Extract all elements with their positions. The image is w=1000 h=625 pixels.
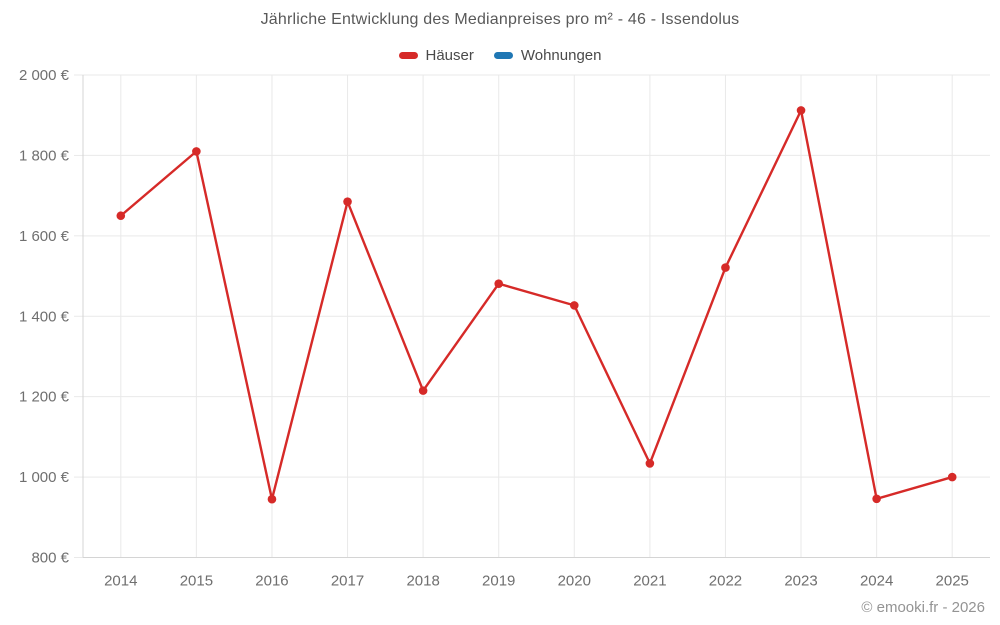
legend-label-haeuser: Häuser bbox=[425, 47, 474, 64]
copyright-text: © emooki.fr - 2026 bbox=[861, 599, 985, 616]
x-axis-label-2017: 2017 bbox=[331, 573, 364, 590]
data-point-2023[interactable] bbox=[796, 106, 806, 115]
wohnungen-series-swatch-icon bbox=[493, 52, 513, 59]
series-line-Häuser bbox=[119, 109, 954, 501]
legend-label-wohnungen: Wohnungen bbox=[520, 47, 602, 64]
y-axis-label: 2 000 € bbox=[19, 67, 70, 84]
data-point-2021[interactable] bbox=[645, 459, 655, 468]
data-point-2015[interactable] bbox=[192, 147, 201, 156]
data-point-2017[interactable] bbox=[343, 197, 352, 206]
data-point-2022[interactable] bbox=[721, 263, 730, 272]
x-axis-label-2015: 2015 bbox=[180, 573, 213, 590]
legend-item-wohnungen[interactable]: Wohnungen bbox=[493, 47, 602, 64]
y-axis-label: 1 400 € bbox=[19, 308, 70, 325]
y-axis-label: 1 800 € bbox=[19, 147, 70, 164]
haeuser-series-swatch-icon bbox=[398, 52, 418, 59]
x-axis-label-2025: 2025 bbox=[936, 573, 969, 590]
data-point-2014[interactable] bbox=[116, 211, 126, 221]
x-axis-label-2014: 2014 bbox=[104, 573, 137, 590]
data-point-2018[interactable] bbox=[418, 386, 428, 395]
y-axis-label: 1 600 € bbox=[19, 228, 70, 245]
x-axis-label-2018: 2018 bbox=[406, 573, 439, 590]
x-axis-label-2023: 2023 bbox=[784, 573, 817, 590]
data-point-2025[interactable] bbox=[947, 472, 957, 482]
x-axis-label-2024: 2024 bbox=[860, 573, 893, 590]
chart-legend: Häuser Wohnungen bbox=[0, 47, 1000, 64]
chart-title: Jährliche Entwicklung des Medianpreises … bbox=[260, 11, 740, 28]
x-axis-label-2022: 2022 bbox=[709, 573, 742, 590]
y-axis-label: 800 € bbox=[31, 550, 69, 567]
data-point-2020[interactable] bbox=[569, 301, 579, 310]
y-axis-label: 1 200 € bbox=[19, 389, 70, 406]
y-axis-label: 1 000 € bbox=[19, 469, 70, 486]
data-point-2016[interactable] bbox=[267, 494, 277, 504]
x-axis-label-2020: 2020 bbox=[558, 573, 591, 590]
data-point-2019[interactable] bbox=[494, 279, 504, 288]
data-point-2024[interactable] bbox=[872, 494, 881, 504]
legend-item-haeuser[interactable]: Häuser bbox=[398, 47, 474, 64]
x-axis-label-2021: 2021 bbox=[633, 573, 666, 590]
x-axis-label-2016: 2016 bbox=[255, 573, 288, 590]
x-axis-label-2019: 2019 bbox=[482, 573, 515, 590]
